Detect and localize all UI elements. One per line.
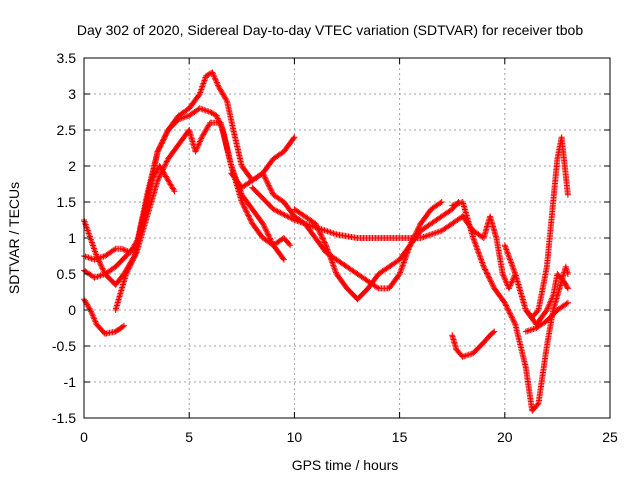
y-tick-label: 3.5 <box>57 50 77 66</box>
y-tick-label: -1 <box>64 374 77 390</box>
x-tick-label: 15 <box>392 429 408 445</box>
series-track-i <box>449 199 571 414</box>
y-tick-label: 0 <box>68 302 76 318</box>
y-tick-label: 1.5 <box>57 194 77 210</box>
y-tick-label: 2 <box>68 158 76 174</box>
axis-ticks: 0 5 10 15 20 25 -1.5 -1 -0.5 0 0.5 1 1.5 2 2.5 3 3.5 <box>52 50 618 445</box>
y-tick-label: 2.5 <box>57 122 77 138</box>
chart-title: Day 302 of 2020, Sidereal Day-to-day VTE… <box>77 22 584 38</box>
x-tick-label: 20 <box>497 429 513 445</box>
y-axis-label: SDTVAR / TECUs <box>6 182 22 294</box>
series-track-g <box>291 199 445 303</box>
series-track-m <box>449 328 498 360</box>
marker-trail <box>449 328 498 360</box>
marker-trail <box>249 184 466 241</box>
y-tick-label: 1 <box>68 230 76 246</box>
marker-trail <box>449 199 571 414</box>
y-tick-label: 3 <box>68 86 76 102</box>
data-points <box>81 69 571 414</box>
y-tick-label: -1.5 <box>52 410 76 426</box>
x-tick-label: 5 <box>185 429 193 445</box>
y-tick-label: 0.5 <box>57 266 77 282</box>
x-axis-label: GPS time / hours <box>292 457 399 473</box>
series-track-h <box>249 184 466 241</box>
x-tick-label: 10 <box>287 429 303 445</box>
series-track-k <box>501 134 571 321</box>
marker-trail <box>522 299 571 335</box>
series-track-l <box>522 299 571 335</box>
marker-trail <box>501 134 571 321</box>
x-tick-label: 25 <box>602 429 618 445</box>
marker-trail <box>291 199 445 303</box>
y-tick-label: -0.5 <box>52 338 76 354</box>
x-tick-label: 0 <box>80 429 88 445</box>
